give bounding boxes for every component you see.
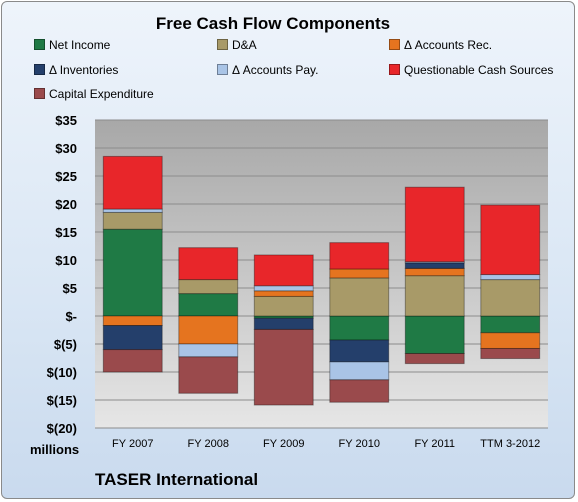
bar-segment [253, 285, 314, 292]
bar-segment [480, 204, 541, 276]
bar-segment [329, 268, 390, 279]
y-tick-label: $(15) [47, 393, 77, 408]
y-tick-label: $35 [55, 113, 77, 128]
bar-segment [253, 317, 314, 330]
chart-title: Free Cash Flow Components [155, 14, 391, 33]
legend-swatch [389, 39, 400, 50]
bar-segment [253, 254, 314, 287]
legend-swatch [34, 39, 45, 50]
x-tick-label: FY 2008 [188, 438, 229, 450]
legend-swatch [389, 64, 400, 75]
bar-segment [178, 247, 239, 281]
x-tick-label: FY 2007 [112, 438, 153, 450]
bar-segment [404, 267, 465, 277]
bar-segment [404, 186, 465, 263]
bar-segment [102, 155, 163, 210]
bar-segment [253, 290, 314, 297]
legend-item-accounts-pay: Δ Accounts Pay. [217, 63, 319, 77]
legend-item-questionable-cash: Questionable Cash Sources [389, 63, 553, 77]
bar-segment [329, 242, 390, 270]
bar-segment [404, 353, 465, 365]
x-tick-label: FY 2009 [263, 438, 304, 450]
legend-swatch [217, 39, 228, 50]
legend-item-accounts-rec: Δ Accounts Rec. [389, 38, 492, 52]
bar-segment [102, 349, 163, 373]
bar-segment [253, 295, 314, 317]
y-tick-label: $5 [63, 281, 77, 296]
y-tick-label: $(5) [54, 337, 77, 352]
y-tick-label: $10 [55, 253, 77, 268]
bar-segment [329, 315, 390, 341]
bar-segment [480, 347, 541, 360]
legend-label: Net Income [49, 38, 111, 52]
y-tick-label: $(10) [47, 365, 77, 380]
legend-item-da: D&A [217, 38, 257, 52]
legend-label: Questionable Cash Sources [404, 63, 554, 77]
legend-item-net-income: Net Income [34, 38, 110, 52]
bar-segment [102, 325, 163, 351]
legend-item-capex: Capital Expenditure [34, 87, 154, 101]
legend-label: D&A [232, 38, 257, 52]
bar-segment [329, 379, 390, 403]
bar-segment [178, 293, 239, 317]
units-label: millions [30, 442, 80, 457]
bar-segment [178, 343, 239, 358]
bar-segment [178, 356, 239, 394]
y-tick-label: $15 [55, 225, 77, 240]
bar-segment [480, 315, 541, 334]
y-tick-label: $30 [55, 141, 77, 156]
bar-segment [480, 332, 541, 349]
y-tick-label: $- [65, 309, 77, 324]
legend-label: Δ Accounts Rec. [404, 38, 493, 52]
bar-segment [102, 208, 163, 213]
bar-segment [480, 279, 541, 317]
legend-label: Δ Accounts Pay. [232, 63, 319, 77]
bar-segment [102, 315, 163, 327]
bar-segment [102, 211, 163, 230]
x-tick-label: FY 2011 [414, 438, 455, 450]
bar-segment [253, 328, 314, 406]
legend-swatch [217, 64, 228, 75]
bar-segment [329, 277, 390, 317]
bar-segment [178, 315, 239, 345]
y-tick-label: $25 [55, 169, 77, 184]
legend-label: Δ Inventories [49, 63, 119, 77]
y-tick-label: $20 [55, 197, 77, 212]
bar-segment [102, 228, 163, 317]
plot-area [95, 120, 548, 428]
company-name: TASER International [95, 470, 259, 489]
legend-swatch [34, 88, 45, 99]
bar-segment [329, 339, 390, 363]
legend-label: Capital Expenditure [49, 87, 154, 101]
y-tick-label: $(20) [47, 421, 77, 436]
bar-segment [329, 361, 390, 381]
bar-segment [404, 262, 465, 269]
legend-item-inventories: Δ Inventories [34, 63, 118, 77]
bar-segment [178, 279, 239, 295]
bar-segment [480, 274, 541, 281]
bar-segment [404, 275, 465, 317]
x-tick-label: TTM 3-2012 [480, 438, 540, 450]
bar-segment [404, 315, 465, 355]
legend-swatch [34, 64, 45, 75]
x-tick-label: FY 2010 [339, 438, 380, 450]
